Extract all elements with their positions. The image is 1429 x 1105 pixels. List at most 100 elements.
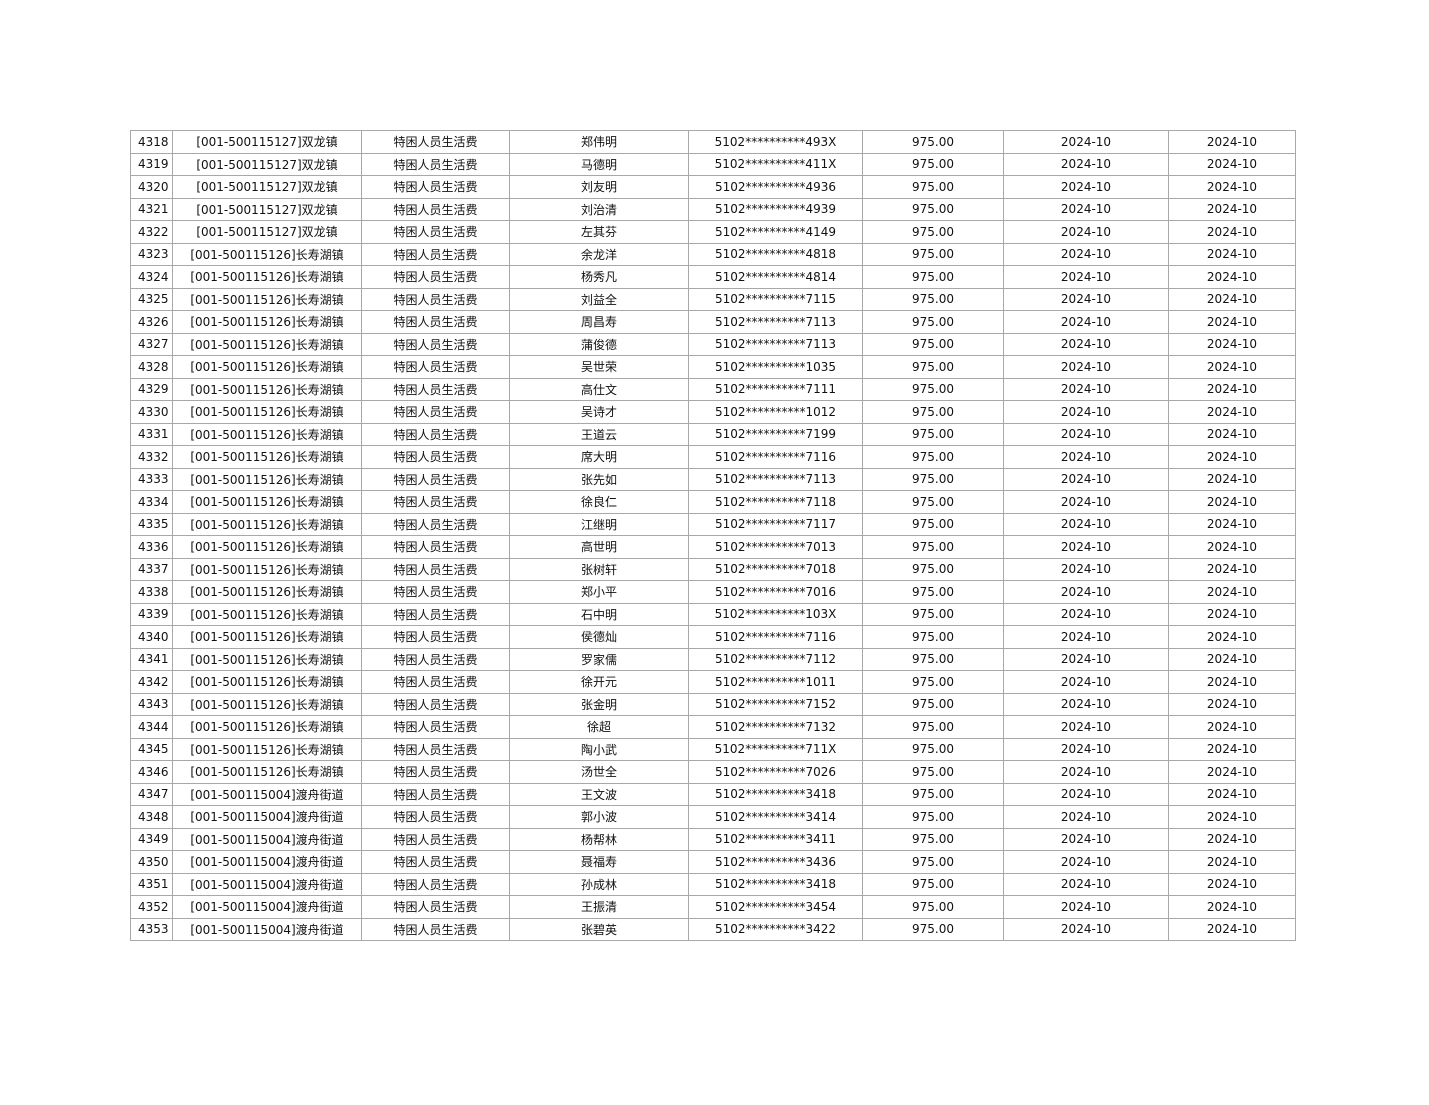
start-month-cell: 2024-10	[1003, 175, 1169, 199]
amount-cell: 975.00	[862, 265, 1004, 289]
amount-cell: 975.00	[862, 467, 1004, 491]
item-type-cell: 特困人员生活费	[361, 310, 510, 334]
id-number-cell: 5102**********7112	[688, 647, 863, 671]
row-number: 4319	[130, 152, 173, 176]
end-month-cell: 2024-10	[1168, 490, 1296, 514]
end-month-cell: 2024-10	[1168, 467, 1296, 491]
item-type-cell: 特困人员生活费	[361, 152, 510, 176]
name-cell: 郑小平	[509, 580, 689, 604]
start-month-cell: 2024-10	[1003, 152, 1169, 176]
start-month-cell: 2024-10	[1003, 287, 1169, 311]
start-month-cell: 2024-10	[1003, 467, 1169, 491]
region-cell: [001-500115126]长寿湖镇	[172, 602, 362, 626]
item-type-cell: 特困人员生活费	[361, 332, 510, 356]
amount-cell: 975.00	[862, 917, 1004, 941]
end-month-cell: 2024-10	[1168, 197, 1296, 221]
region-cell: [001-500115126]长寿湖镇	[172, 670, 362, 694]
item-type-cell: 特困人员生活费	[361, 535, 510, 559]
name-cell: 高仕文	[509, 377, 689, 401]
id-number-cell: 5102**********411X	[688, 152, 863, 176]
row-number: 4350	[130, 850, 173, 874]
item-type-cell: 特困人员生活费	[361, 760, 510, 784]
name-cell: 蒲俊德	[509, 332, 689, 356]
start-month-cell: 2024-10	[1003, 850, 1169, 874]
table-row: 4333 [001-500115126]长寿湖镇 特困人员生活费 张先如 5102***…	[130, 467, 1296, 491]
table-row: 4326 [001-500115126]长寿湖镇 特困人员生活费 周昌寿 5102***…	[130, 310, 1296, 334]
item-type-cell: 特困人员生活费	[361, 625, 510, 649]
region-cell: [001-500115126]长寿湖镇	[172, 467, 362, 491]
item-type-cell: 特困人员生活费	[361, 692, 510, 716]
row-number: 4342	[130, 670, 173, 694]
start-month-cell: 2024-10	[1003, 827, 1169, 851]
table-row: 4331 [001-500115126]长寿湖镇 特困人员生活费 王道云 5102***…	[130, 422, 1296, 446]
row-number: 4346	[130, 760, 173, 784]
end-month-cell: 2024-10	[1168, 895, 1296, 919]
id-number-cell: 5102**********3418	[688, 782, 863, 806]
table-row: 4343 [001-500115126]长寿湖镇 特困人员生活费 张金明 5102***…	[130, 692, 1296, 716]
name-cell: 陶小武	[509, 737, 689, 761]
amount-cell: 975.00	[862, 400, 1004, 424]
item-type-cell: 特困人员生活费	[361, 355, 510, 379]
region-cell: [001-500115004]渡舟街道	[172, 872, 362, 896]
end-month-cell: 2024-10	[1168, 175, 1296, 199]
table-body: 4318 [001-500115127]双龙镇 特困人员生活费 郑伟明 5102****…	[130, 130, 1296, 941]
name-cell: 刘友明	[509, 175, 689, 199]
region-cell: [001-500115004]渡舟街道	[172, 827, 362, 851]
row-number: 4333	[130, 467, 173, 491]
amount-cell: 975.00	[862, 242, 1004, 266]
name-cell: 石中明	[509, 602, 689, 626]
row-number: 4323	[130, 242, 173, 266]
row-number: 4326	[130, 310, 173, 334]
end-month-cell: 2024-10	[1168, 512, 1296, 536]
amount-cell: 975.00	[862, 287, 1004, 311]
amount-cell: 975.00	[862, 535, 1004, 559]
amount-cell: 975.00	[862, 715, 1004, 739]
end-month-cell: 2024-10	[1168, 377, 1296, 401]
row-number: 4327	[130, 332, 173, 356]
end-month-cell: 2024-10	[1168, 647, 1296, 671]
row-number: 4353	[130, 917, 173, 941]
amount-cell: 975.00	[862, 332, 1004, 356]
row-number: 4320	[130, 175, 173, 199]
row-number: 4341	[130, 647, 173, 671]
end-month-cell: 2024-10	[1168, 670, 1296, 694]
table-row: 4349 [001-500115004]渡舟街道 特困人员生活费 杨帮林 5102***…	[130, 827, 1296, 851]
start-month-cell: 2024-10	[1003, 400, 1169, 424]
end-month-cell: 2024-10	[1168, 400, 1296, 424]
region-cell: [001-500115127]双龙镇	[172, 175, 362, 199]
region-cell: [001-500115004]渡舟街道	[172, 782, 362, 806]
row-number: 4328	[130, 355, 173, 379]
table-row: 4338 [001-500115126]长寿湖镇 特困人员生活费 郑小平 5102***…	[130, 580, 1296, 604]
name-cell: 徐开元	[509, 670, 689, 694]
amount-cell: 975.00	[862, 220, 1004, 244]
table-row: 4344 [001-500115126]长寿湖镇 特困人员生活费 徐超 5102****…	[130, 715, 1296, 739]
region-cell: [001-500115126]长寿湖镇	[172, 737, 362, 761]
amount-cell: 975.00	[862, 895, 1004, 919]
table-row: 4337 [001-500115126]长寿湖镇 特困人员生活费 张树轩 5102***…	[130, 557, 1296, 581]
start-month-cell: 2024-10	[1003, 647, 1169, 671]
end-month-cell: 2024-10	[1168, 872, 1296, 896]
table-row: 4328 [001-500115126]长寿湖镇 特困人员生活费 吴世荣 5102***…	[130, 355, 1296, 379]
item-type-cell: 特困人员生活费	[361, 422, 510, 446]
end-month-cell: 2024-10	[1168, 242, 1296, 266]
start-month-cell: 2024-10	[1003, 670, 1169, 694]
end-month-cell: 2024-10	[1168, 850, 1296, 874]
id-number-cell: 5102**********7118	[688, 490, 863, 514]
end-month-cell: 2024-10	[1168, 332, 1296, 356]
name-cell: 徐良仁	[509, 490, 689, 514]
amount-cell: 975.00	[862, 827, 1004, 851]
start-month-cell: 2024-10	[1003, 535, 1169, 559]
row-number: 4331	[130, 422, 173, 446]
start-month-cell: 2024-10	[1003, 355, 1169, 379]
id-number-cell: 5102**********7113	[688, 332, 863, 356]
item-type-cell: 特困人员生活费	[361, 377, 510, 401]
region-cell: [001-500115126]长寿湖镇	[172, 332, 362, 356]
start-month-cell: 2024-10	[1003, 490, 1169, 514]
start-month-cell: 2024-10	[1003, 692, 1169, 716]
amount-cell: 975.00	[862, 625, 1004, 649]
region-cell: [001-500115127]双龙镇	[172, 152, 362, 176]
row-number: 4330	[130, 400, 173, 424]
name-cell: 周昌寿	[509, 310, 689, 334]
end-month-cell: 2024-10	[1168, 220, 1296, 244]
table-row: 4325 [001-500115126]长寿湖镇 特困人员生活费 刘益全 5102***…	[130, 287, 1296, 311]
